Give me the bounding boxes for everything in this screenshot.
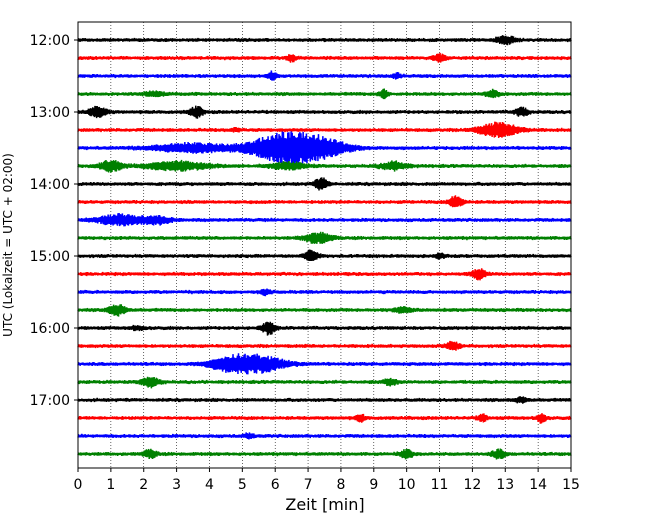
vertical-grid	[110, 22, 539, 468]
x-tick-label: 12	[463, 477, 481, 493]
y-tick-label: 17:00	[30, 393, 70, 409]
seismic-trace	[77, 105, 572, 119]
y-axis: 12:00 13:00 14:00 15:00 16:00 17:00	[30, 33, 78, 409]
y-tick-label: 15:00	[30, 249, 70, 265]
plot-frame	[77, 21, 572, 469]
x-tick-label: 4	[205, 477, 214, 493]
seismic-trace	[77, 131, 572, 166]
x-axis: 0 1 2 3 4 5 6 7 8 9 10 11 12 13 14 15	[74, 468, 580, 493]
seismic-trace	[77, 396, 572, 404]
y-tick-label: 16:00	[30, 321, 70, 337]
seismic-trace	[77, 35, 572, 46]
seismic-trace	[77, 321, 572, 336]
x-tick-label: 10	[398, 477, 416, 493]
trace-group	[77, 35, 572, 460]
y-axis-label: UTC (Lokalzeit = UTC + 02:00)	[1, 153, 15, 337]
seismic-trace	[77, 249, 572, 262]
x-tick-label: 11	[431, 477, 449, 493]
seismic-trace	[77, 177, 572, 191]
seismic-trace	[77, 195, 572, 208]
seismic-trace	[77, 353, 572, 375]
seismic-trace	[77, 304, 572, 317]
seismic-trace	[77, 212, 572, 227]
seismic-trace	[77, 70, 572, 81]
seismic-trace	[77, 448, 572, 460]
x-tick-label: 13	[496, 477, 514, 493]
x-tick-label: 15	[562, 477, 580, 493]
x-tick-label: 14	[529, 477, 547, 493]
y-tick-label: 13:00	[30, 105, 70, 121]
seismic-trace	[77, 340, 572, 351]
seismic-trace	[77, 52, 572, 63]
x-tick-label: 8	[336, 477, 345, 493]
seismic-trace	[77, 231, 572, 244]
seismic-trace	[77, 376, 572, 389]
seismic-trace	[77, 432, 572, 440]
y-tick-label: 14:00	[30, 177, 70, 193]
x-tick-label: 0	[74, 477, 83, 493]
x-tick-label: 2	[139, 477, 148, 493]
seismic-trace	[77, 121, 572, 138]
seismic-trace	[77, 288, 572, 297]
x-tick-label: 7	[304, 477, 313, 493]
x-tick-label: 6	[271, 477, 280, 493]
x-tick-label: 5	[238, 477, 247, 493]
x-tick-label: 9	[369, 477, 378, 493]
x-axis-label: Zeit [min]	[285, 495, 364, 514]
x-tick-label: 1	[106, 477, 115, 493]
seismic-trace	[77, 413, 572, 424]
seismic-trace	[77, 268, 572, 281]
seismic-trace	[77, 159, 572, 173]
x-tick-label: 3	[172, 477, 181, 493]
y-tick-label: 12:00	[30, 33, 70, 49]
seismic-trace	[77, 88, 572, 100]
